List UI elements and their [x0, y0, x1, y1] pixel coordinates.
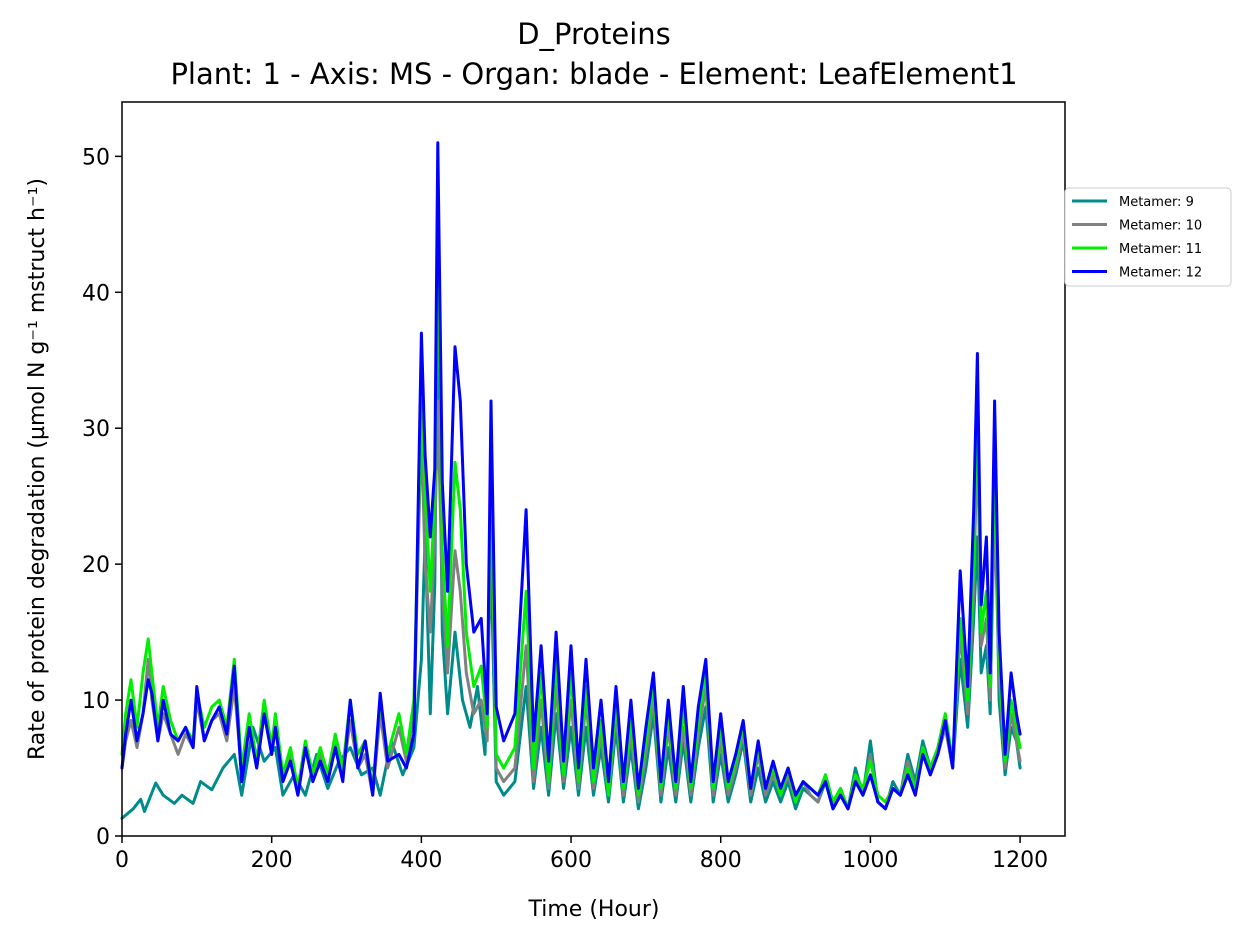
legend-label: Metamer: 12 — [1119, 266, 1202, 281]
x-tick-label: 400 — [400, 848, 442, 873]
chart-subtitle: Plant: 1 - Axis: MS - Organ: blade - Ele… — [170, 57, 1017, 91]
legend-label: Metamer: 10 — [1119, 219, 1202, 234]
y-tick-label: 10 — [82, 689, 110, 714]
x-tick-label: 800 — [700, 848, 742, 873]
series-line-3 — [120, 182, 1022, 811]
series-line-4 — [120, 141, 1022, 811]
x-tick-label: 200 — [251, 848, 293, 873]
legend: Metamer: 9 Metamer: 10 Metamer: 11 Metamer:… — [1064, 187, 1232, 287]
x-tick-label: 600 — [550, 848, 592, 873]
x-tick-label: 1200 — [992, 848, 1048, 873]
chart-title: D_Proteins — [517, 17, 671, 51]
y-tick-label: 20 — [82, 553, 110, 578]
y-tick-label: 50 — [82, 145, 110, 170]
y-tick-label: 30 — [82, 417, 110, 442]
legend-label: Metamer: 11 — [1119, 242, 1202, 257]
y-tick-label: 0 — [96, 825, 110, 850]
axes-layer: 0 200 400 600 800 1000 1200 0 10 20 30 40 50 — [82, 101, 1066, 873]
series-layer — [120, 141, 1022, 820]
x-tick-label: 1000 — [842, 848, 898, 873]
y-tick-label: 40 — [82, 281, 110, 306]
legend-frame — [1064, 187, 1232, 287]
x-tick-label: 0 — [115, 848, 129, 873]
x-axis-label: Time (Hour) — [528, 897, 660, 922]
y-axis-label: Rate of protein degradation (µmol N g⁻¹ … — [25, 178, 50, 760]
plot-frame — [121, 101, 1066, 837]
legend-label: Metamer: 9 — [1119, 195, 1194, 210]
